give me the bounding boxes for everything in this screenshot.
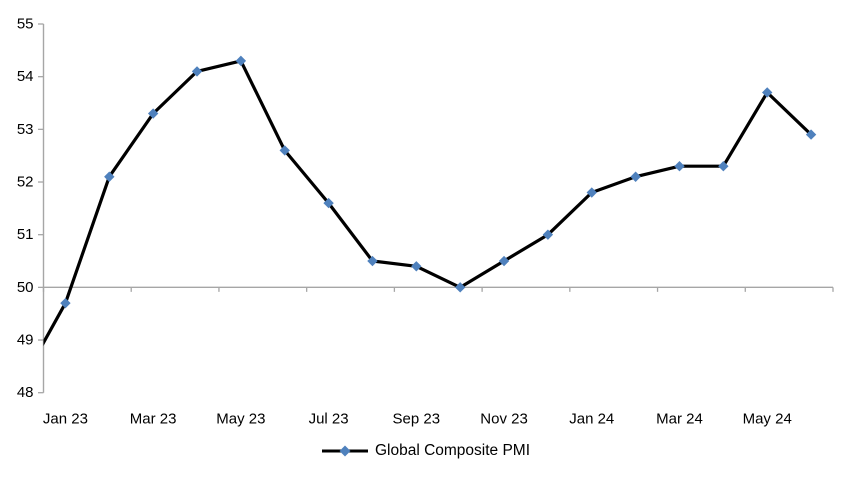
y-axis-label: 54 (17, 68, 34, 85)
x-axis-label: Jan 24 (569, 411, 614, 428)
x-axis-label: Jan 23 (43, 411, 88, 428)
data-point-marker (147, 108, 159, 119)
y-axis-label: 52 (17, 174, 34, 191)
x-axis-label: Mar 24 (656, 411, 703, 428)
data-point-marker (60, 297, 71, 309)
data-point-marker (498, 255, 510, 267)
data-point-marker (104, 171, 115, 182)
x-axis-label: Sep 23 (393, 411, 441, 428)
pmi-series-line (43, 59, 813, 346)
data-point-marker (586, 187, 597, 198)
y-axis-label: 53 (17, 121, 34, 138)
data-point-marker (323, 197, 334, 209)
y-axis-label: 51 (17, 226, 34, 243)
data-point-marker (674, 161, 685, 172)
y-axis-label: 49 (17, 332, 34, 349)
data-point-marker (762, 87, 773, 98)
data-point-marker (411, 261, 422, 272)
y-axis-label: 50 (17, 279, 34, 296)
data-point-marker (542, 229, 554, 240)
data-point-marker (279, 145, 290, 156)
data-point-marker (630, 171, 641, 182)
x-axis-label: May 24 (743, 411, 792, 428)
x-axis-label: Mar 23 (130, 411, 177, 428)
data-point-marker (235, 55, 247, 67)
y-axis-label: 48 (17, 384, 34, 401)
series-group (43, 55, 817, 346)
data-point-marker (191, 66, 203, 77)
x-axis-label: May 23 (216, 411, 265, 428)
legend-label: Global Composite PMI (374, 442, 531, 459)
data-point-marker (718, 161, 729, 172)
legend: Global Composite PMI (0, 442, 852, 460)
legend-diamond-icon (339, 445, 351, 457)
x-axis-label: Jul 23 (309, 411, 349, 428)
data-point-marker (805, 129, 817, 140)
data-point-marker (454, 282, 466, 293)
y-axis-label: 55 (17, 16, 34, 33)
x-axis-label: Nov 23 (480, 411, 528, 428)
data-point-marker (367, 255, 378, 267)
legend-line-marker-icon (321, 445, 368, 457)
